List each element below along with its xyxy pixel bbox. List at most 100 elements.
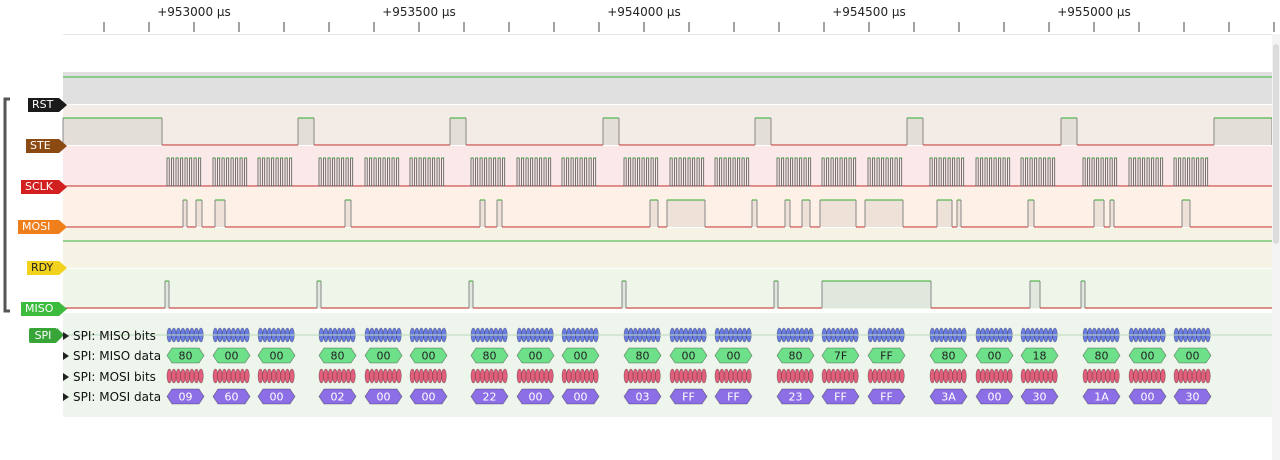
bit-annotation [432, 368, 438, 384]
byte-annotation-label: 00 [270, 391, 284, 404]
bit-annotation [289, 368, 295, 384]
bit-annotation [632, 368, 639, 384]
vertical-scrollbar[interactable] [1272, 34, 1280, 460]
decoder-row-label: SPI: MISO bits [73, 329, 156, 343]
bit-annotation [579, 368, 586, 384]
expand-triangle-icon[interactable] [63, 373, 69, 381]
bit-annotation [785, 368, 792, 384]
bit-annotation [790, 368, 796, 384]
bit-annotation [378, 368, 384, 384]
byte-annotation [714, 347, 753, 364]
bit-annotation [885, 368, 892, 384]
bit-annotation [929, 368, 936, 384]
bit-annotation [341, 368, 347, 384]
bit-annotation [382, 368, 389, 384]
channel-label-mosi[interactable]: MOSI [18, 220, 67, 234]
byte-annotation [516, 347, 555, 364]
scrollbar-thumb[interactable] [1273, 44, 1279, 244]
bit-annotation [701, 368, 707, 384]
bit-annotation [961, 368, 967, 384]
bit-annotation [539, 368, 545, 384]
byte-annotation-label: 00 [1141, 350, 1155, 363]
bit-annotation [980, 368, 986, 384]
expand-triangle-icon[interactable] [63, 393, 69, 401]
bit-annotation [475, 368, 481, 384]
bit-annotation [683, 368, 689, 384]
byte-annotation [257, 347, 296, 364]
bit-annotation [235, 368, 241, 384]
bit-annotation [502, 368, 508, 384]
bit-annotation [650, 368, 657, 384]
decoder-row-mosi-data[interactable]: SPI: MOSI data [63, 387, 161, 407]
expand-triangle-icon[interactable] [63, 352, 69, 360]
bit-annotation [175, 368, 182, 384]
bit-annotation [414, 368, 420, 384]
bit-annotation [808, 368, 814, 384]
decoder-row-miso-bits[interactable]: SPI: MISO bits [63, 326, 156, 346]
bit-annotation [166, 368, 173, 384]
bit-annotation [548, 368, 554, 384]
bit-annotation [803, 368, 810, 384]
decoder-row-mosi-bits[interactable]: SPI: MOSI bits [63, 367, 156, 387]
byte-annotation-label: 00 [727, 350, 741, 363]
bit-annotation [737, 368, 743, 384]
byte-annotation [1173, 388, 1212, 405]
bit-annotation [534, 368, 541, 384]
byte-annotation [1128, 347, 1167, 364]
decoder-data-row: 09 60 00 02 00 00 22 00 00 03 FF FF 23 FF FF 3A 00 30 1A 00… [166, 388, 1212, 405]
channel-label-sclk[interactable]: SCLK [21, 180, 67, 194]
bit-annotation [364, 368, 371, 384]
ruler-tick-label: +955000 µs [1057, 5, 1131, 19]
bit-annotation [1109, 368, 1116, 384]
bit-annotation [1105, 368, 1111, 384]
channel-label-rst[interactable]: RST [28, 98, 67, 112]
byte-annotation [929, 388, 968, 405]
byte-annotation-label: 3A [941, 391, 956, 404]
bit-annotation [488, 368, 495, 384]
bit-annotation [1034, 368, 1040, 384]
bit-annotation [1043, 368, 1049, 384]
bit-annotation [327, 368, 334, 384]
decoder-row-label: SPI: MOSI bits [73, 370, 156, 384]
bit-annotation [239, 368, 246, 384]
byte-annotation [318, 347, 357, 364]
channel-label-rdy[interactable]: RDY [27, 261, 67, 275]
bit-annotation [1200, 368, 1207, 384]
byte-annotation [257, 388, 296, 405]
bit-annotation [998, 368, 1004, 384]
bit-annotation [692, 368, 698, 384]
bit-annotation [687, 368, 694, 384]
channel-label-miso[interactable]: MISO [21, 302, 67, 316]
byte-annotation-label: 80 [942, 350, 956, 363]
bit-annotation [1096, 368, 1102, 384]
bit-annotation [230, 368, 237, 384]
time-ruler[interactable]: +953000 µs +953500 µs +954000 µs +954500… [0, 0, 1280, 35]
bit-annotation [1047, 368, 1054, 384]
bit-annotation [271, 368, 277, 384]
channel-label-ste[interactable]: STE [26, 139, 67, 153]
miso-trace [63, 280, 1272, 309]
sclk-trace [63, 157, 1272, 187]
channel-band [63, 269, 1272, 309]
bit-annotation [226, 368, 232, 384]
decoder-tag-spi[interactable]: SPI [29, 328, 64, 343]
byte-annotation-label: 03 [636, 391, 650, 404]
byte-annotation [821, 388, 860, 405]
bit-annotation [284, 368, 291, 384]
byte-annotation [516, 388, 555, 405]
bit-annotation [821, 368, 828, 384]
bit-annotation [1205, 368, 1211, 384]
channel-band [63, 105, 1272, 145]
byte-annotation [1082, 347, 1121, 364]
bit-annotation [1020, 368, 1027, 384]
bit-annotation [1082, 368, 1089, 384]
decoder-row-miso-data[interactable]: SPI: MISO data [63, 346, 161, 366]
bit-annotation [387, 368, 393, 384]
bit-annotation [180, 368, 186, 384]
bit-annotation [1173, 368, 1180, 384]
byte-annotation-label: 80 [636, 350, 650, 363]
expand-triangle-icon[interactable] [63, 332, 69, 340]
byte-annotation [929, 347, 968, 364]
bit-annotation [497, 368, 504, 384]
